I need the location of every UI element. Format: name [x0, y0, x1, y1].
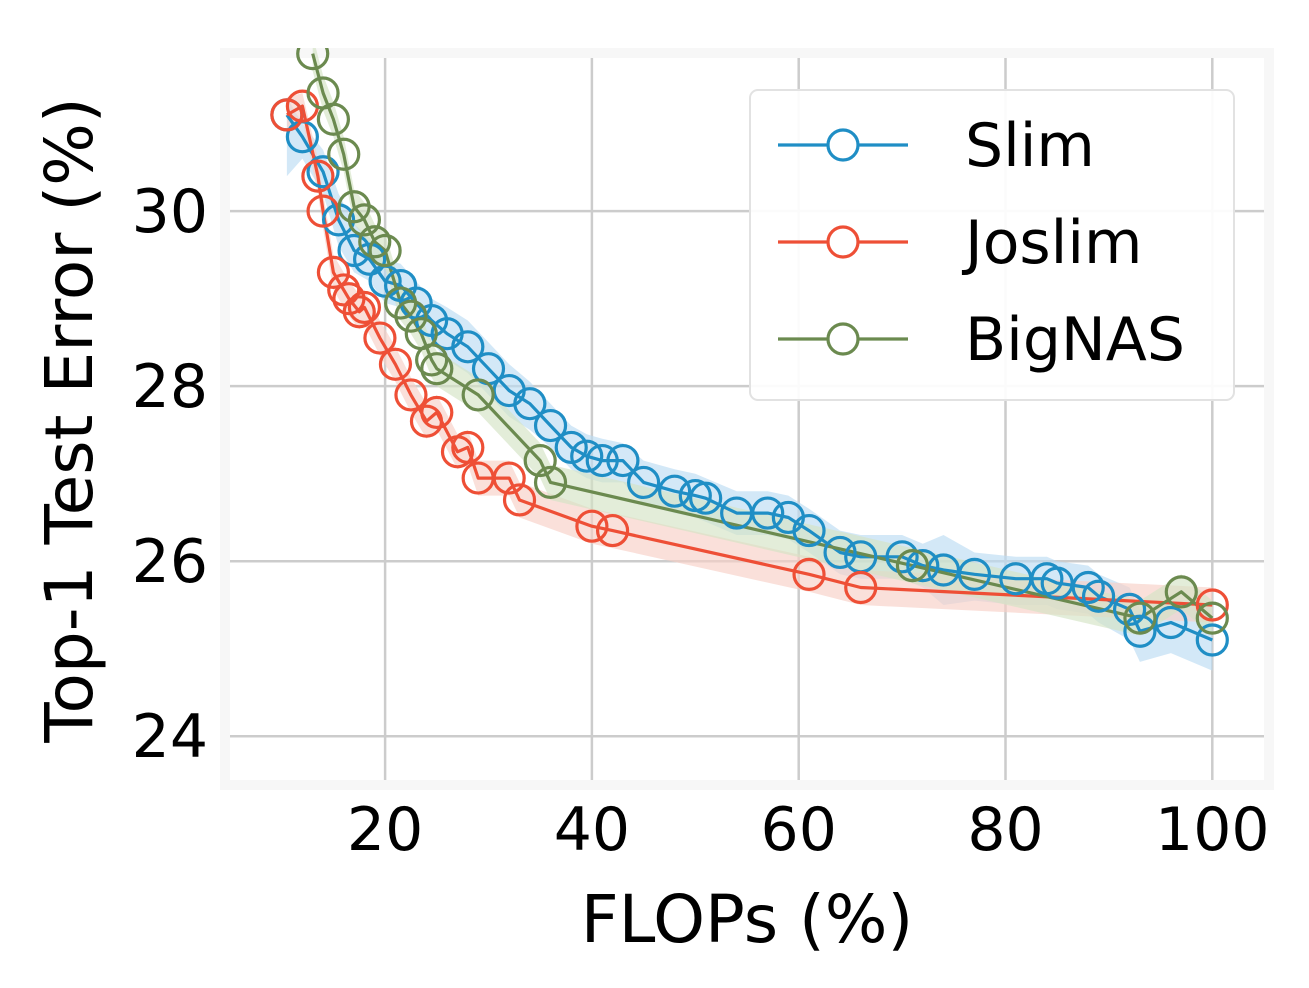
- slim-point: [1071, 570, 1105, 605]
- legend-slim-marker: [826, 128, 860, 162]
- slim-point: [1112, 592, 1147, 626]
- joslim-point: [394, 378, 428, 412]
- x-tick-label: 100: [1155, 795, 1270, 865]
- slim-point: [554, 430, 588, 465]
- bignas-point: [394, 299, 428, 333]
- slim-point: [585, 443, 619, 478]
- joslim-point: [409, 404, 444, 438]
- slim-point: [792, 513, 826, 548]
- slim-point: [1195, 623, 1229, 657]
- joslim-point: [270, 98, 304, 132]
- slim-point: [926, 553, 961, 587]
- bignas-point: [368, 233, 402, 268]
- slim-point: [306, 155, 340, 189]
- slim-point: [689, 481, 723, 515]
- joslim-point: [451, 430, 485, 465]
- x-tick-label: 40: [554, 795, 630, 865]
- legend-slim-label: Slim: [965, 111, 1095, 181]
- x-tick-label: 20: [347, 795, 423, 865]
- joslim-point: [844, 570, 878, 605]
- bignas-point: [1123, 601, 1157, 635]
- joslim-point: [502, 483, 537, 517]
- bignas-point: [533, 465, 568, 500]
- slim-point: [451, 330, 485, 364]
- slim-point: [1040, 566, 1074, 600]
- slim-point: [906, 548, 940, 583]
- joslim-point: [1195, 588, 1229, 622]
- legend-box: [749, 89, 1235, 401]
- slim-point: [352, 242, 387, 276]
- bignas-point: [347, 203, 382, 237]
- bignas-point: [327, 137, 361, 171]
- slim-point: [751, 496, 785, 530]
- bignas-point: [415, 343, 449, 377]
- y-tick-label: 24: [132, 702, 208, 772]
- legend-bignas-marker: [826, 322, 860, 356]
- y-tick-label: 28: [132, 352, 208, 422]
- slim-point: [513, 387, 547, 421]
- bignas-point: [1164, 575, 1198, 609]
- joslim-point: [342, 295, 376, 329]
- joslim-point: [792, 557, 826, 591]
- slim-point: [533, 408, 568, 443]
- slim-point: [957, 557, 992, 591]
- bignas-point: [316, 102, 350, 136]
- joslim-point: [378, 347, 413, 381]
- joslim-point: [306, 194, 340, 228]
- joslim-point: [301, 159, 335, 193]
- bignas-point: [358, 225, 392, 259]
- slim-point: [606, 443, 640, 478]
- slim-point: [1123, 614, 1157, 648]
- joslim-point: [420, 395, 454, 430]
- slim-point: [1154, 605, 1188, 640]
- legend: Slim Joslim BigNAS: [749, 89, 1235, 401]
- joslim-point: [316, 255, 350, 290]
- legend-bignas-label: BigNAS: [965, 305, 1185, 375]
- joslim-point: [347, 290, 382, 325]
- bignas-point: [420, 352, 454, 386]
- bignas-confidence-band: [312, 48, 1213, 636]
- joslim-point: [575, 509, 609, 543]
- joslim-point: [363, 321, 397, 355]
- bignas-point: [895, 548, 930, 583]
- bignas-point: [296, 48, 330, 71]
- joslim-point: [595, 513, 630, 548]
- bignas-point: [1195, 601, 1229, 635]
- joslim-point: [327, 273, 361, 307]
- x-axis-label: FLOPs (%): [581, 881, 914, 958]
- slim-point: [658, 474, 692, 508]
- slim-point: [1081, 579, 1116, 613]
- bignas-point: [461, 378, 495, 412]
- slim-point: [823, 535, 857, 570]
- x-tick-label: 80: [967, 795, 1043, 865]
- x-tick-label: 60: [761, 795, 837, 865]
- tick-labels: 20 40 60 80 100 24 26 28 30: [132, 177, 1270, 865]
- y-axis-label: Top-1 Test Error (%): [31, 97, 108, 743]
- slim-point: [885, 540, 919, 574]
- bignas-point: [523, 443, 557, 478]
- legend-joslim-label: Joslim: [961, 208, 1142, 278]
- y-tick-label: 30: [132, 177, 208, 247]
- legend-joslim-marker: [826, 225, 860, 259]
- slim-point: [570, 439, 604, 473]
- y-tick-label: 26: [132, 527, 208, 597]
- series-markers: [270, 48, 1229, 657]
- joslim-point: [492, 461, 526, 495]
- slim-point: [626, 465, 661, 500]
